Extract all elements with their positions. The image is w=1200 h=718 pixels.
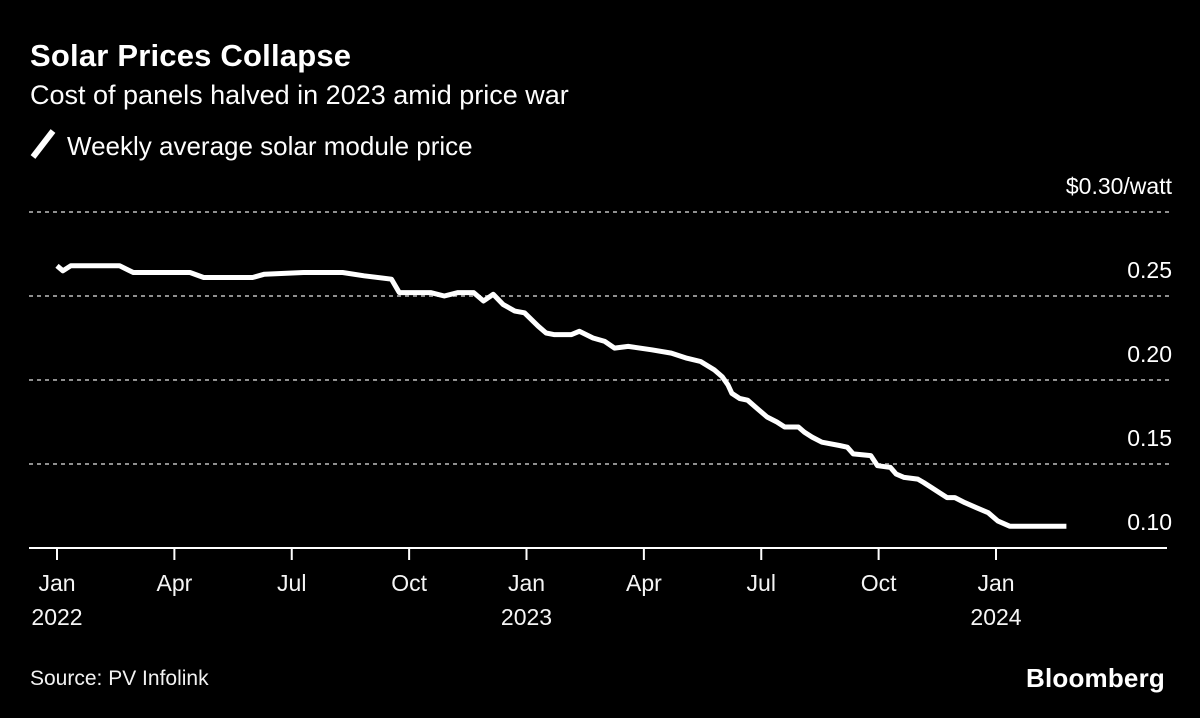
x-tick-year: 2024 — [970, 604, 1022, 630]
x-tick-label: Oct — [861, 570, 897, 596]
x-tick-label: Apr — [156, 570, 192, 596]
bloomberg-logo: Bloomberg — [1025, 663, 1165, 693]
legend: Weekly average solar module price — [30, 128, 473, 165]
x-tick-label: Jul — [277, 570, 306, 596]
legend-label: Weekly average solar module price — [67, 130, 473, 161]
source-note: Source: PV Infolink — [30, 667, 209, 690]
x-tick-month: Oct — [860, 570, 897, 596]
x-tick-month: Jan — [977, 570, 1015, 596]
y-tick-label: 0.20 — [1127, 341, 1172, 367]
x-tick-month: Apr — [625, 570, 662, 596]
y-tick-label: 0.25 — [1127, 257, 1172, 283]
chart-subtitle: Cost of panels halved in 2023 amid price… — [30, 80, 569, 110]
x-tick-month: Jan — [507, 570, 546, 596]
x-tick-label: Jul — [747, 570, 776, 596]
x-tick-year: 2023 — [500, 604, 553, 630]
x-tick-label: Apr — [626, 570, 662, 596]
slash-line-icon — [30, 128, 56, 165]
chart-title: Solar Prices Collapse — [30, 38, 352, 73]
price-line — [55, 263, 1067, 529]
x-tick-label: Jan 2022 — [31, 570, 82, 630]
x-tick-label: Oct — [391, 570, 427, 596]
x-tick-month: Jul — [746, 570, 776, 596]
y-tick-label: $0.30/watt — [1065, 173, 1172, 199]
x-tick-label: Jan 2024 — [970, 570, 1021, 630]
x-tick-month: Oct — [391, 570, 428, 596]
x-tick-month: Jul — [277, 570, 307, 596]
y-tick-label: 0.10 — [1127, 509, 1172, 535]
x-tick-month: Apr — [156, 570, 193, 596]
y-tick-label: 0.15 — [1127, 425, 1172, 451]
x-tick-year: 2022 — [31, 604, 83, 630]
x-tick-label: Jan 2023 — [501, 570, 552, 630]
x-tick-month: Jan — [38, 570, 76, 596]
